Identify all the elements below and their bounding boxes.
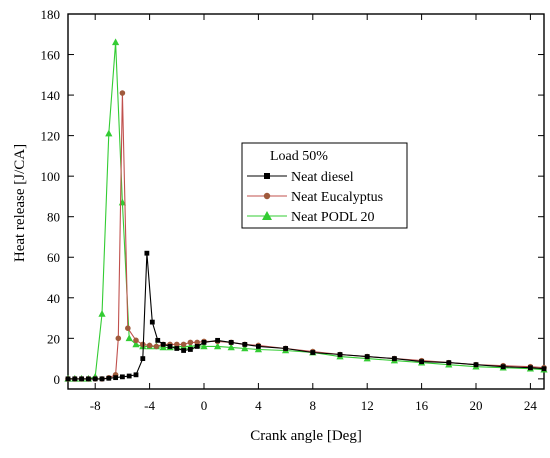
data-point-diesel	[310, 350, 316, 355]
y-tick-label: 140	[41, 88, 61, 103]
data-point-diesel	[92, 376, 98, 382]
data-point-diesel	[194, 344, 200, 349]
legend: Load 50% Neat diesel Neat Eucalyptus Nea…	[241, 142, 408, 229]
data-point-eucalyptus	[174, 341, 180, 348]
data-point-podl	[254, 345, 262, 353]
data-point-podl	[112, 38, 120, 46]
data-point-podl	[227, 343, 235, 351]
data-point-diesel	[167, 344, 173, 349]
x-tick-label: 16	[415, 398, 429, 413]
data-point-diesel	[65, 376, 71, 382]
data-point-diesel	[201, 339, 207, 345]
data-point-eucalyptus	[115, 335, 122, 342]
data-point-eucalyptus	[187, 339, 194, 346]
data-point-diesel	[86, 376, 91, 382]
legend-entry-podl: Neat PODL 20	[291, 210, 374, 225]
data-point-diesel	[174, 346, 180, 351]
data-point-diesel	[140, 356, 146, 361]
data-point-diesel	[106, 375, 112, 381]
x-tick-label: 24	[524, 398, 538, 413]
legend-entry-diesel: Neat diesel	[291, 170, 354, 185]
data-point-diesel	[113, 375, 118, 381]
data-point-diesel	[144, 250, 150, 256]
data-point-diesel	[528, 365, 533, 371]
x-axis-title: Crank angle [Deg]	[250, 428, 362, 444]
x-tick-label: 0	[201, 398, 208, 413]
data-point-eucalyptus	[146, 342, 153, 349]
y-tick-label: 180	[41, 7, 61, 22]
y-tick-label: 60	[47, 250, 60, 265]
legend-entry-eucalyptus: Neat Eucalyptus	[291, 190, 383, 205]
y-tick-label: 160	[41, 48, 61, 63]
data-point-diesel	[120, 374, 125, 380]
data-point-eucalyptus	[140, 341, 146, 348]
data-point-diesel	[473, 362, 479, 368]
data-point-podl	[105, 129, 113, 137]
data-point-diesel	[364, 354, 370, 359]
data-point-podl	[98, 310, 106, 317]
legend-marker-eucalyptus	[263, 192, 271, 200]
y-tick-label: 80	[47, 210, 60, 225]
data-point-diesel	[419, 359, 424, 365]
y-tick-label: 20	[47, 331, 60, 346]
data-point-diesel	[242, 342, 248, 347]
data-point-diesel	[188, 347, 193, 352]
legend-marker-diesel	[264, 173, 270, 179]
data-point-eucalyptus	[119, 90, 126, 96]
x-tick-label: 12	[361, 398, 374, 413]
data-point-diesel	[79, 376, 84, 382]
data-point-diesel	[215, 337, 220, 343]
data-point-eucalyptus	[133, 337, 139, 344]
data-point-podl	[132, 340, 140, 348]
y-tick-label: 120	[41, 129, 61, 144]
legend-box	[241, 142, 408, 229]
x-tick-label: -8	[90, 398, 101, 413]
legend-title: Load 50%	[270, 149, 328, 164]
y-tick-label: 0	[54, 372, 61, 387]
data-point-diesel	[126, 373, 132, 379]
data-point-diesel	[155, 337, 161, 343]
x-tick-label: -4	[144, 398, 155, 413]
y-tick-label: 100	[41, 169, 61, 184]
data-point-diesel	[337, 352, 343, 357]
x-tick-label: 4	[255, 398, 262, 413]
data-point-eucalyptus	[180, 341, 187, 348]
data-point-podl	[200, 342, 208, 350]
data-point-diesel	[228, 339, 234, 345]
y-tick-label: 40	[47, 291, 60, 306]
data-point-diesel	[99, 376, 105, 382]
series-line-podl	[68, 42, 545, 380]
data-point-diesel	[256, 344, 261, 349]
data-point-diesel	[446, 360, 452, 366]
data-point-diesel	[181, 348, 186, 353]
data-point-diesel	[149, 319, 155, 325]
data-point-diesel	[160, 342, 166, 347]
data-point-eucalyptus	[153, 343, 160, 350]
series-layer	[64, 38, 548, 382]
data-point-diesel	[541, 366, 547, 372]
data-point-eucalyptus	[194, 339, 200, 346]
x-tick-label: 20	[470, 398, 483, 413]
data-point-podl	[214, 342, 222, 350]
data-point-eucalyptus	[125, 325, 131, 331]
data-point-podl	[241, 344, 249, 352]
legend-marker-podl	[262, 211, 272, 220]
data-point-diesel	[500, 364, 506, 370]
axis-ticks: -8 -4 0 4 8 12 16 20 24 0 20 40 60 80 100 120 140 160 180	[41, 7, 544, 413]
y-axis-title: Heat release [J/CA]	[12, 144, 28, 262]
x-tick-label: 8	[310, 398, 317, 413]
data-point-podl	[125, 334, 133, 342]
data-point-diesel	[283, 346, 288, 351]
data-point-diesel	[392, 356, 397, 361]
data-point-diesel	[72, 376, 78, 382]
data-point-diesel	[133, 372, 139, 378]
series-diesel	[65, 250, 547, 382]
